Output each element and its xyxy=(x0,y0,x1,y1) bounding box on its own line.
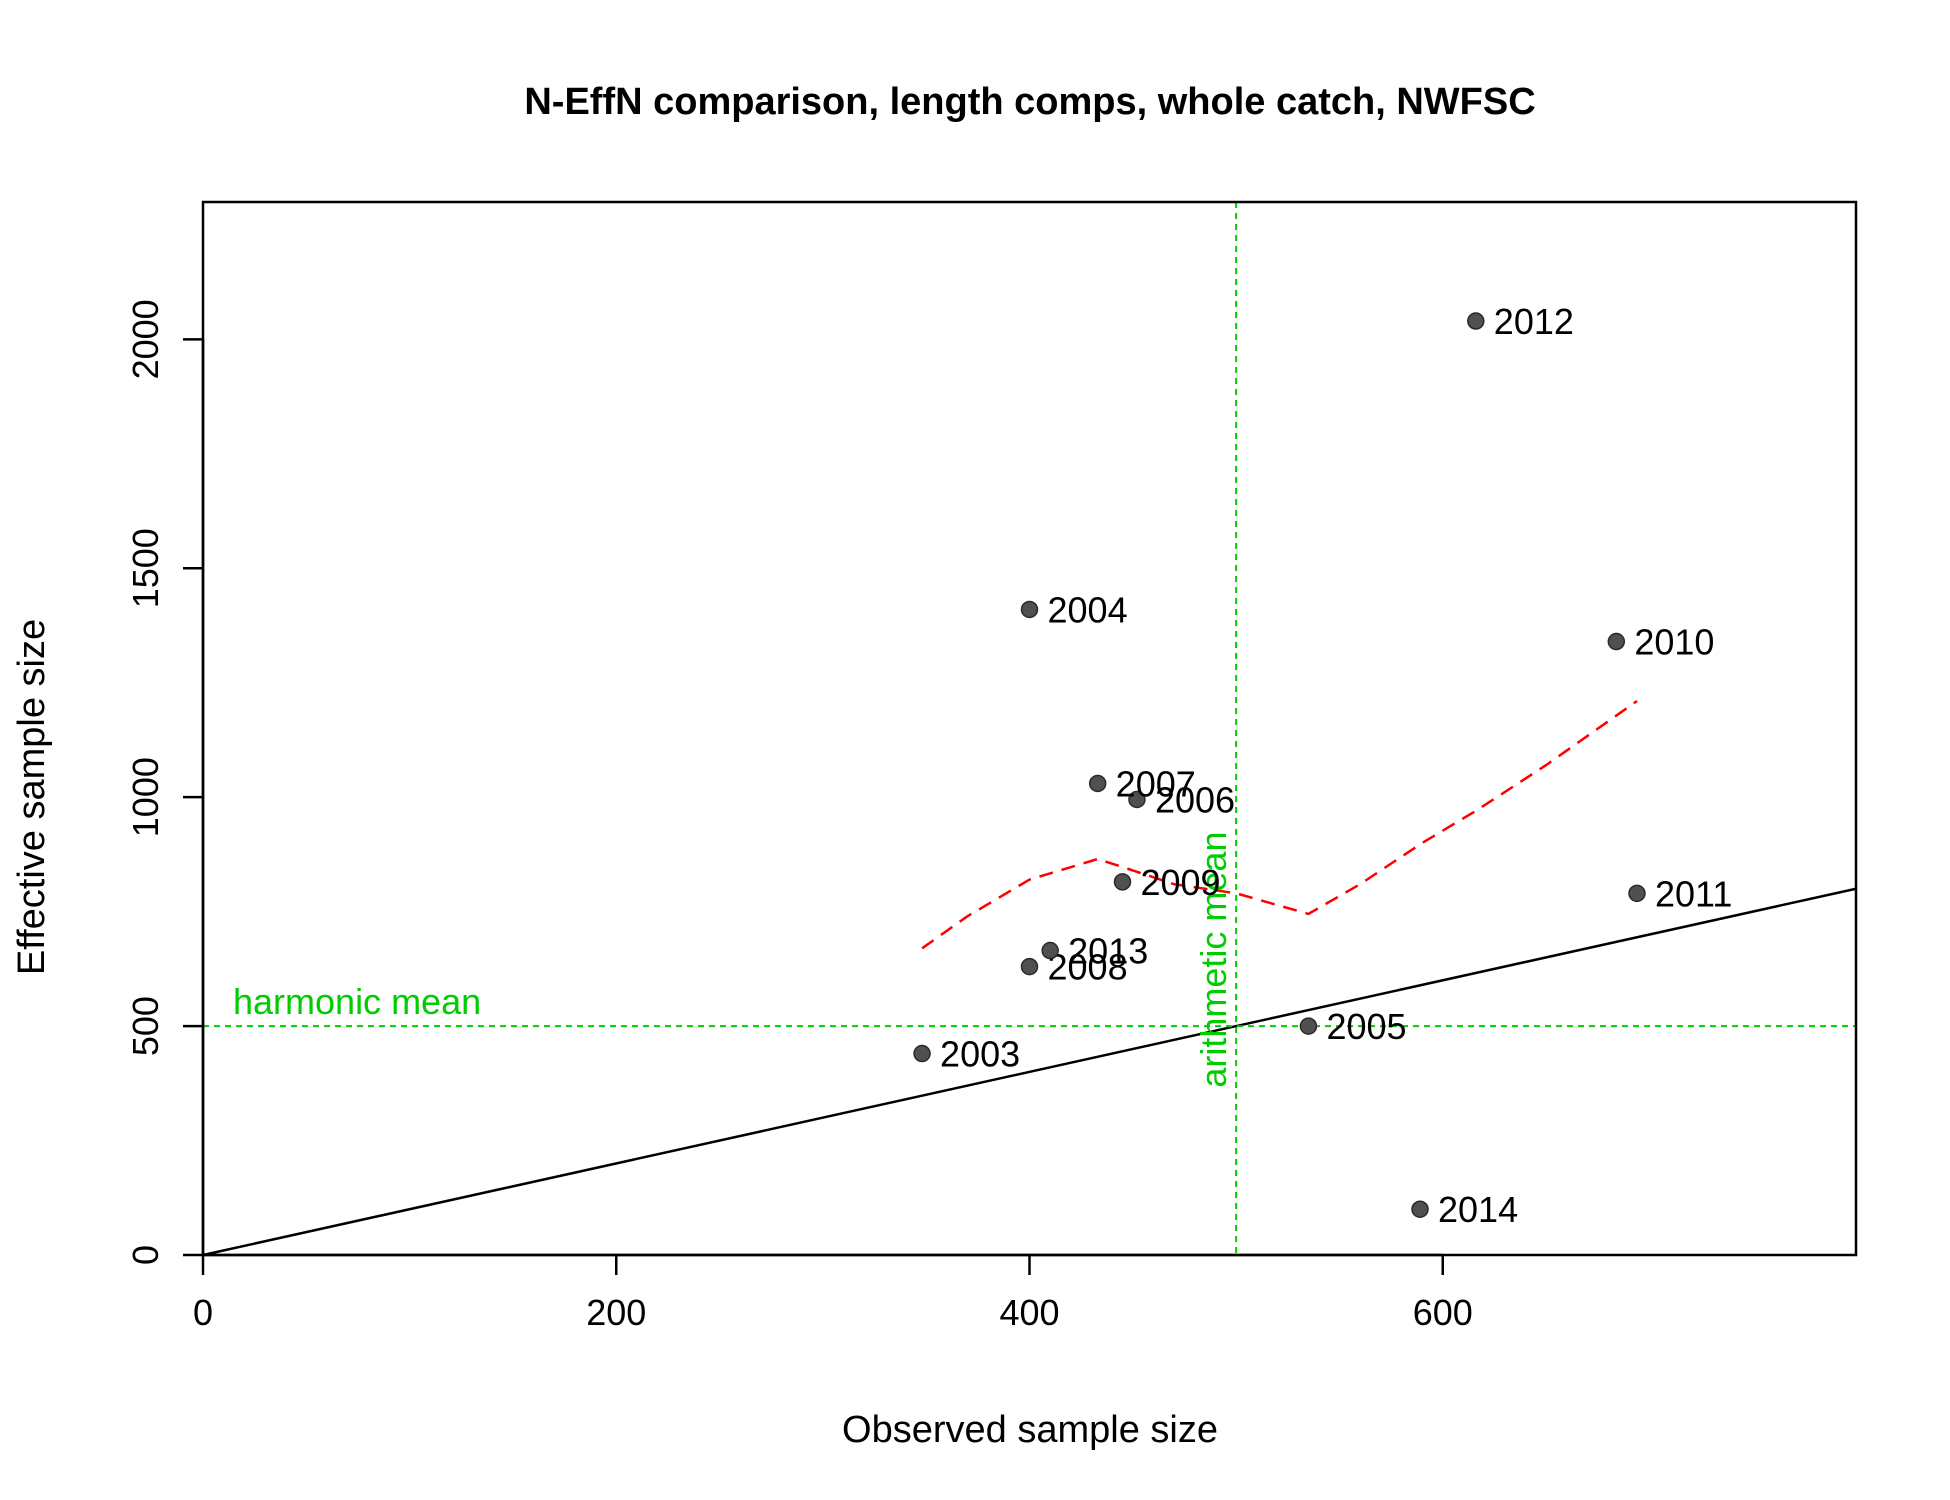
harmonic-mean-label: harmonic mean xyxy=(233,981,481,1022)
point-label: 2014 xyxy=(1438,1189,1518,1230)
y-axis-label: Effective sample size xyxy=(11,619,53,975)
y-tick-label: 1500 xyxy=(125,528,166,608)
y-tick-label: 0 xyxy=(125,1245,166,1265)
data-point xyxy=(1299,1017,1318,1035)
data-point xyxy=(1020,957,1039,976)
data-point xyxy=(1128,790,1146,809)
x-tick-label: 0 xyxy=(193,1292,213,1333)
point-label: 2004 xyxy=(1048,589,1128,630)
data-point xyxy=(1628,884,1646,903)
point-label: 2005 xyxy=(1326,1006,1406,1047)
y-tick-label: 500 xyxy=(125,996,166,1056)
point-label: 2012 xyxy=(1494,301,1574,342)
point-label: 2008 xyxy=(1048,947,1128,988)
point-label: 2011 xyxy=(1655,873,1732,914)
x-tick-label: 600 xyxy=(1413,1292,1473,1333)
y-tick-label: 1000 xyxy=(125,757,166,837)
x-axis-label: Observed sample size xyxy=(842,1409,1218,1451)
point-label: 2010 xyxy=(1634,622,1714,663)
y-tick-label: 2000 xyxy=(125,299,166,379)
data-point xyxy=(1411,1200,1429,1218)
point-label: 2009 xyxy=(1140,862,1220,903)
point-label: 2013 xyxy=(1068,931,1148,972)
data-point xyxy=(913,1044,931,1063)
point-label: 2003 xyxy=(940,1034,1020,1075)
x-tick-label: 400 xyxy=(999,1292,1059,1333)
data-point xyxy=(1607,632,1626,651)
chart-title: N-EffN comparison, length comps, whole c… xyxy=(524,81,1535,123)
point-label: 2006 xyxy=(1155,779,1235,820)
data-point xyxy=(1467,312,1485,330)
one-to-one-line xyxy=(202,887,1857,1257)
point-label: 2007 xyxy=(1116,763,1196,804)
data-point xyxy=(1041,941,1059,960)
reference-lines: harmonic mean arithmetic mean xyxy=(202,202,1857,1257)
plot-frame xyxy=(201,200,1858,1257)
x-tick-label: 200 xyxy=(586,1292,646,1333)
data-point xyxy=(1113,873,1132,891)
arithmetic-mean-label: arithmetic mean xyxy=(1193,832,1234,1088)
data-point xyxy=(1020,600,1039,619)
data-point xyxy=(1088,774,1107,793)
axes: 0 200 400 600 0 500 1000 1500 2000 xyxy=(125,299,1473,1333)
smoother-line xyxy=(921,699,1638,950)
